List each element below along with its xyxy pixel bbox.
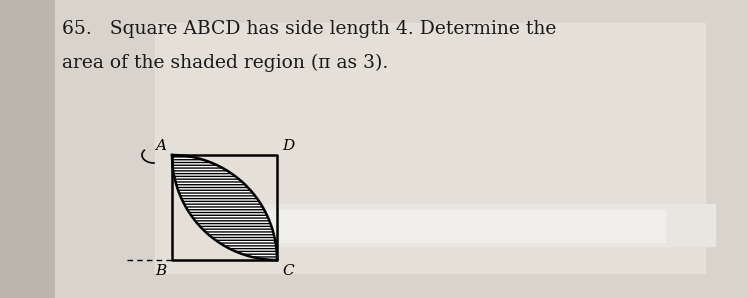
Bar <box>0 0 150 298</box>
Text: area of the shaded region (π as 3).: area of the shaded region (π as 3). <box>62 54 388 72</box>
Text: 65.   Square ABCD has side length 4. Determine the: 65. Square ABCD has side length 4. Deter… <box>62 20 557 38</box>
Bar <box>265 204 715 246</box>
Bar <box>265 210 665 242</box>
Text: D: D <box>282 139 294 153</box>
Bar <box>0 0 55 298</box>
Text: B: B <box>155 264 166 278</box>
Polygon shape <box>172 155 277 260</box>
Text: C: C <box>282 264 294 278</box>
Text: A: A <box>155 139 166 153</box>
Bar <box>155 23 705 273</box>
